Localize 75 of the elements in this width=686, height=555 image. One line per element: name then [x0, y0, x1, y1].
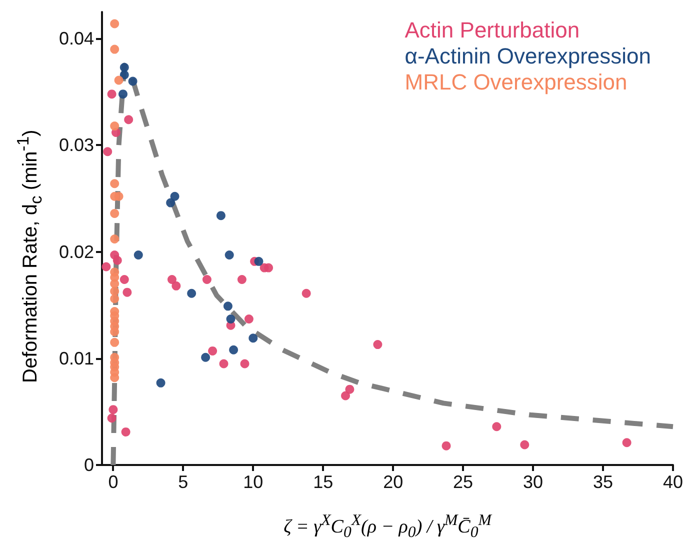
- point: [120, 62, 129, 72]
- point: [110, 373, 120, 382]
- point: [121, 427, 130, 436]
- point: [110, 286, 120, 296]
- point: [170, 192, 180, 201]
- point: [120, 275, 129, 284]
- x-tick-label: 15: [313, 472, 334, 492]
- point: [302, 288, 311, 298]
- y-tick-label: 0.03: [58, 135, 94, 156]
- y-tick-label: 0.02: [58, 242, 94, 262]
- point: [202, 275, 212, 284]
- point: [237, 275, 246, 284]
- point: [223, 302, 232, 311]
- x-tick-label: 35: [593, 472, 614, 492]
- x-tick-label: 5: [178, 472, 188, 492]
- point: [128, 76, 138, 86]
- point: [224, 250, 234, 260]
- point: [156, 378, 166, 388]
- point: [114, 76, 124, 85]
- point: [120, 70, 129, 80]
- point: [226, 314, 236, 324]
- point: [229, 345, 238, 354]
- point: [110, 19, 120, 28]
- point: [118, 90, 128, 99]
- point: [124, 115, 134, 124]
- point: [110, 338, 120, 347]
- x-tick-label: 40: [662, 472, 684, 492]
- point: [345, 384, 354, 394]
- point: [187, 288, 196, 298]
- text: Actin Perturbation: [404, 18, 580, 42]
- x-tick-label: 0: [108, 472, 118, 492]
- point: [112, 256, 122, 265]
- point: [103, 147, 112, 156]
- point: [107, 414, 116, 423]
- point: [110, 179, 120, 188]
- point: [102, 262, 111, 272]
- y-tick-label: 0: [84, 455, 94, 475]
- point: [110, 122, 120, 131]
- x-tick-label: 10: [243, 472, 264, 492]
- y-tick-label: 0.04: [58, 28, 94, 49]
- point: [122, 288, 132, 297]
- point: [240, 359, 250, 368]
- point: [107, 90, 116, 99]
- x-tick-label: 20: [383, 472, 404, 492]
- point: [442, 441, 451, 450]
- x-tick-label: 25: [453, 472, 474, 492]
- point: [134, 250, 143, 260]
- point: [110, 234, 120, 244]
- point: [167, 275, 176, 284]
- point: [248, 334, 258, 343]
- point: [201, 352, 210, 362]
- point: [110, 279, 120, 288]
- point: [254, 256, 264, 266]
- point: [108, 405, 118, 414]
- point: [244, 314, 254, 324]
- text: MRLC Overexpression: [404, 70, 628, 94]
- point: [166, 198, 176, 208]
- point: [110, 208, 120, 218]
- point: [216, 211, 226, 220]
- point: [110, 294, 120, 304]
- point: [219, 359, 228, 368]
- point: [114, 192, 124, 201]
- point: [264, 263, 274, 272]
- point: [520, 440, 530, 450]
- x-tick-label: 30: [523, 472, 544, 492]
- point: [341, 391, 350, 400]
- point: [110, 327, 120, 336]
- text: α-Actinin Overexpression: [404, 44, 652, 68]
- y-tick-label: 0.01: [58, 348, 94, 368]
- point: [373, 340, 382, 350]
- point: [622, 438, 632, 448]
- point: [172, 281, 181, 290]
- point: [208, 346, 218, 356]
- point: [492, 422, 502, 432]
- point: [110, 44, 120, 54]
